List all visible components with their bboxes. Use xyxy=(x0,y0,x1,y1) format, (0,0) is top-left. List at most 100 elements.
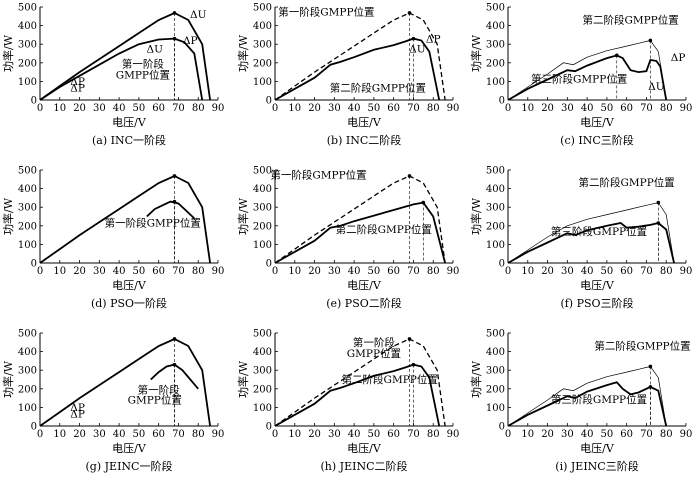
x-axis-label: 电压/V xyxy=(347,442,382,455)
y-tick-label: 500 xyxy=(18,166,37,177)
y-tick-label: 0 xyxy=(31,422,37,433)
x-tick-label: 10 xyxy=(521,266,534,277)
x-tick-label: 0 xyxy=(37,429,43,440)
x-tick-label: 80 xyxy=(427,103,440,114)
x-axis-label: 电压/V xyxy=(347,279,382,292)
x-tick-label: 0 xyxy=(272,429,278,440)
gmpp-marker-shaded xyxy=(172,36,177,41)
y-axis-label: 功率/W xyxy=(469,197,483,235)
x-tick-label: 40 xyxy=(113,266,126,277)
series-shaded xyxy=(507,381,668,427)
x-tick-label: 60 xyxy=(620,429,633,440)
gmpp-marker-shaded xyxy=(411,362,416,367)
annotation-label: 第三阶段GMPP位置 xyxy=(531,72,627,85)
x-tick-label: 30 xyxy=(328,429,341,440)
x-tick-label: 90 xyxy=(447,103,460,114)
x-tick-label: 90 xyxy=(212,266,225,277)
x-tick-label: 60 xyxy=(387,103,400,114)
y-tick-label: 300 xyxy=(18,203,37,214)
annotation-label: GMPP位置 xyxy=(128,394,182,407)
y-tick-label: 100 xyxy=(253,240,272,251)
x-tick-label: 60 xyxy=(152,266,165,277)
x-tick-label: 70 xyxy=(640,429,653,440)
x-tick-label: 20 xyxy=(73,429,86,440)
y-tick-label: 200 xyxy=(253,221,272,232)
series-uniform xyxy=(274,338,446,427)
x-tick-label: 20 xyxy=(308,266,321,277)
y-tick-label: 300 xyxy=(486,203,505,214)
x-tick-label: 90 xyxy=(447,266,460,277)
x-tick-label: 70 xyxy=(640,266,653,277)
x-tick-label: 0 xyxy=(505,429,511,440)
x-tick-label: 60 xyxy=(620,266,633,277)
x-tick-label: 70 xyxy=(407,103,420,114)
series-uniform xyxy=(39,12,211,101)
panel-caption: (a) INC一阶段 xyxy=(92,133,166,147)
x-tick-label: 70 xyxy=(172,266,185,277)
series-shaded xyxy=(146,200,195,220)
series-uniform xyxy=(39,175,211,264)
x-tick-label: 0 xyxy=(272,103,278,114)
panel-caption: (d) PSO一阶段 xyxy=(91,296,167,310)
x-axis-label: 电压/V xyxy=(112,279,147,292)
x-tick-label: 10 xyxy=(288,103,301,114)
panel-9: 0 10 20 30 40 50 60 70 80 90 0 100 200 300 400 500 电压/V 功… xyxy=(469,329,692,474)
y-tick-label: 500 xyxy=(486,329,505,340)
y-tick-label: 500 xyxy=(18,329,37,340)
y-tick-label: 500 xyxy=(18,3,37,14)
x-tick-label: 40 xyxy=(581,103,594,114)
y-tick-label: 400 xyxy=(253,21,272,32)
y-tick-label: 100 xyxy=(18,240,37,251)
annotation-label: ΔU xyxy=(409,44,426,56)
x-tick-label: 70 xyxy=(407,429,420,440)
y-tick-label: 400 xyxy=(486,21,505,32)
y-tick-label: 500 xyxy=(253,166,272,177)
x-tick-label: 50 xyxy=(368,103,381,114)
x-tick-label: 40 xyxy=(581,429,594,440)
x-tick-label: 40 xyxy=(348,103,361,114)
series-previous xyxy=(507,40,667,101)
x-tick-label: 80 xyxy=(192,429,205,440)
panel-1: 0 10 20 30 40 50 60 70 80 90 0 100 200 300 400 500 电压/V 功… xyxy=(1,3,224,148)
x-tick-label: 10 xyxy=(53,103,66,114)
x-tick-label: 90 xyxy=(447,429,460,440)
series-shaded xyxy=(274,201,446,264)
series-previous xyxy=(507,202,675,264)
x-tick-label: 30 xyxy=(328,266,341,277)
annotation-label: 第三阶段GMPP位置 xyxy=(551,393,647,406)
series-shaded xyxy=(274,363,441,427)
y-axis-label: 功率/W xyxy=(1,197,15,235)
annotation-label: 第一阶段 xyxy=(122,57,164,70)
y-tick-label: 0 xyxy=(31,96,37,107)
x-tick-label: 50 xyxy=(601,429,614,440)
x-tick-label: 90 xyxy=(680,266,693,277)
x-tick-label: 10 xyxy=(521,103,534,114)
gmpp-marker-full xyxy=(648,38,653,43)
x-tick-label: 30 xyxy=(561,103,574,114)
annotation-label: ΔU xyxy=(190,9,207,21)
x-tick-label: 20 xyxy=(541,266,554,277)
x-tick-label: 30 xyxy=(328,103,341,114)
y-tick-label: 400 xyxy=(18,21,37,32)
x-tick-label: 90 xyxy=(212,103,225,114)
annotation-label: ΔP xyxy=(70,402,85,414)
annotation-label: ΔP xyxy=(426,33,441,45)
y-axis-label: 功率/W xyxy=(236,34,250,72)
y-tick-label: 400 xyxy=(18,347,37,358)
annotation-label: GMPP位置 xyxy=(116,69,170,82)
series-uniform xyxy=(39,338,211,427)
annotation-label: GMPP位置 xyxy=(347,347,401,360)
y-tick-label: 200 xyxy=(18,58,37,69)
y-tick-label: 200 xyxy=(253,58,272,69)
annotation-label: 第一阶段GMPP位置 xyxy=(105,217,201,230)
y-axis-label: 功率/W xyxy=(1,34,15,72)
x-tick-label: 40 xyxy=(113,429,126,440)
x-tick-label: 20 xyxy=(308,103,321,114)
panel-caption: (h) JEINC二阶段 xyxy=(321,459,408,473)
y-axis-label: 功率/W xyxy=(469,360,483,398)
x-tick-label: 20 xyxy=(541,103,554,114)
y-tick-label: 100 xyxy=(253,77,272,88)
x-tick-label: 10 xyxy=(53,266,66,277)
annotation-label: ΔP xyxy=(70,83,85,95)
